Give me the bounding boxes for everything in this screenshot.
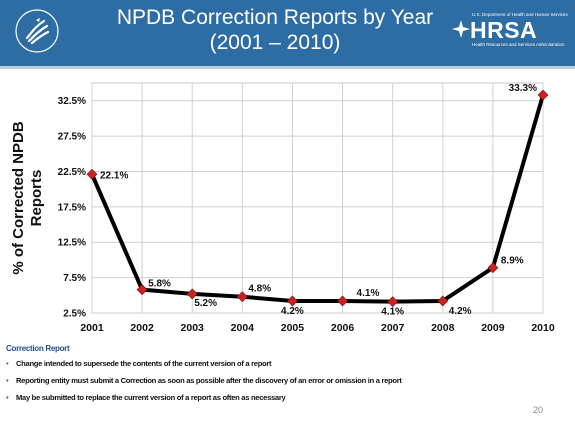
- data-label: 5.8%: [148, 279, 171, 290]
- data-label: 8.9%: [501, 256, 524, 267]
- data-label: 33.3%: [509, 83, 537, 94]
- data-point-marker: [387, 296, 399, 308]
- hrsa-logo-sub-text: Health Resources and Services Administra…: [472, 42, 565, 47]
- hrsa-logo-small-text: U.S. Department of Health and Human Serv…: [472, 12, 568, 17]
- data-label: 5.2%: [194, 298, 217, 309]
- y-tick-label: 17.5%: [58, 202, 86, 213]
- page-title: NPDB Correction Reports by Year (2001 – …: [110, 5, 440, 55]
- y-tick-label: 27.5%: [58, 132, 86, 143]
- bullet-icon: •: [6, 376, 9, 385]
- chart-series: [86, 89, 549, 308]
- data-point-marker: [537, 89, 549, 101]
- x-tick-label: 2004: [231, 322, 255, 334]
- hrsa-star-icon: [452, 20, 470, 38]
- hrsa-logo-word: HRSA: [470, 17, 538, 43]
- title-line-1: NPDB Correction Reports by Year: [116, 6, 434, 29]
- data-point-marker: [487, 262, 499, 274]
- header-divider: [0, 66, 575, 69]
- data-label: 4.8%: [248, 284, 271, 295]
- notes-title: Correction Report: [6, 344, 70, 353]
- x-tick-label: 2007: [381, 322, 405, 334]
- data-point-marker: [437, 295, 449, 307]
- chart-grid: [91, 82, 544, 314]
- x-tick-label: 2001: [80, 322, 104, 334]
- hrsa-logo: U.S. Department of Health and Human Serv…: [452, 12, 568, 52]
- data-label: 4.2%: [281, 306, 304, 317]
- data-label: 22.1%: [100, 170, 128, 181]
- data-label: 4.1%: [357, 288, 380, 299]
- data-point-marker: [287, 295, 298, 307]
- y-axis-label-line-1: % of Corrected NPDB: [10, 121, 27, 275]
- note-text: Change intended to supersede the content…: [16, 359, 272, 368]
- note-text: Reporting entity must submit a Correctio…: [16, 376, 402, 385]
- note-item: • Reporting entity must submit a Correct…: [6, 376, 546, 385]
- y-tick-label: 22.5%: [58, 167, 86, 178]
- data-point-marker: [136, 284, 148, 296]
- y-axis-ticks: 2.5% 7.5% 12.5% 17.5% 22.5% 27.5% 32.5%: [58, 96, 86, 319]
- data-label: 4.2%: [449, 306, 472, 317]
- y-tick-label: 12.5%: [58, 238, 86, 249]
- data-labels: 22.1% 5.8% 5.2% 4.8% 4.2% 4.1%4.1% 4.2% 8.9% 33.…: [100, 83, 537, 318]
- slide-header: NPDB Correction Reports by Year (2001 – …: [0, 0, 575, 66]
- x-tick-label: 2006: [331, 322, 355, 334]
- page-number: 20: [533, 405, 544, 415]
- x-tick-label: 2002: [130, 322, 154, 334]
- notes-section: Correction Report • Change intended to s…: [6, 344, 546, 410]
- line-chart: 2.5%7.5%12.5%17.5%22.5%27.5%32.5% 2001 20…: [10, 82, 555, 334]
- x-tick-label: 2003: [181, 322, 205, 334]
- data-point-marker: [186, 288, 198, 300]
- hhs-eagle-logo-icon: [15, 9, 59, 53]
- note-text: May be submitted to replace the current …: [16, 393, 286, 402]
- data-point-marker: [86, 168, 98, 180]
- x-tick-label: 2008: [431, 322, 455, 334]
- data-point-marker: [337, 295, 348, 307]
- y-tick-label: 32.5%: [58, 96, 86, 107]
- x-tick-label: 2010: [531, 322, 555, 334]
- x-tick-label: 2005: [281, 322, 305, 334]
- title-line-2: (2001 – 2010): [209, 31, 341, 54]
- data-label: 4.1%: [381, 307, 404, 318]
- x-tick-label: 2009: [481, 322, 505, 334]
- x-axis-ticks: 2001 2002 2003 2004 2005 2006 2007 2008 2009 2010: [80, 322, 555, 334]
- y-axis-label-line-2: Reports: [28, 170, 45, 227]
- series-line: [90, 94, 545, 304]
- bullet-icon: •: [6, 393, 9, 402]
- bullet-icon: •: [6, 359, 9, 368]
- note-item: • Change intended to supersede the conte…: [6, 359, 546, 368]
- data-point-marker: [236, 291, 248, 303]
- note-item: • May be submitted to replace the curren…: [6, 393, 546, 402]
- y-tick-label: 7.5%: [63, 273, 86, 284]
- y-tick-label: 2.5%: [63, 309, 86, 320]
